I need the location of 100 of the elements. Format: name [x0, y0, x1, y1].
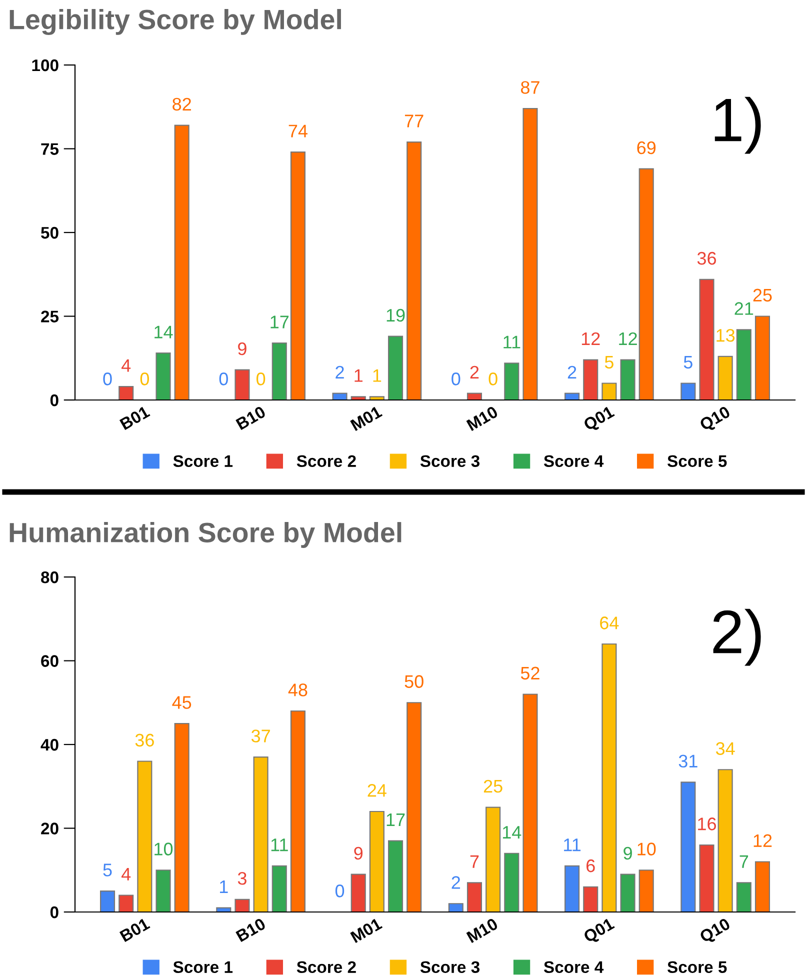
data-label: 82	[172, 98, 191, 111]
data-label: 0	[488, 372, 498, 386]
bar	[350, 874, 366, 912]
bar	[406, 141, 422, 400]
y-tick-label: 25	[41, 310, 59, 322]
x-tick-label: M10	[466, 406, 499, 432]
bar	[272, 342, 287, 400]
bar	[332, 392, 348, 400]
bar	[234, 898, 250, 912]
data-label: 9	[624, 846, 632, 860]
data-label: 1	[373, 369, 382, 382]
y-tick-label: 75	[41, 143, 59, 155]
data-label: 1	[220, 880, 228, 893]
data-label: 2	[470, 366, 479, 378]
legend-label: Score 4	[544, 455, 604, 468]
data-label: 2	[336, 366, 344, 378]
bar	[522, 694, 538, 912]
bar	[736, 882, 752, 912]
data-label: 36	[697, 252, 716, 265]
data-label: 9	[238, 342, 246, 356]
data-label: 9	[354, 846, 363, 860]
data-label: 34	[716, 742, 735, 755]
bar	[174, 124, 190, 400]
bar	[406, 702, 422, 912]
data-label: 24	[368, 784, 386, 797]
bar	[290, 710, 306, 912]
y-tick-label: 40	[40, 738, 58, 751]
legend-label: Score 3	[420, 961, 480, 974]
bar	[388, 840, 404, 912]
data-label: 7	[470, 855, 479, 868]
bar	[522, 108, 538, 400]
data-label: 4	[121, 359, 131, 372]
data-label: 6	[586, 859, 595, 872]
data-label: 0	[452, 372, 460, 386]
data-label: 50	[404, 675, 424, 688]
legend-label: Score 5	[667, 455, 727, 468]
data-label: 11	[504, 336, 520, 348]
bar	[583, 359, 598, 400]
bar	[388, 336, 404, 400]
data-label: 0	[140, 372, 149, 386]
bar	[234, 369, 250, 400]
data-label: 7	[740, 855, 748, 868]
data-label: 0	[219, 372, 228, 386]
data-label: 5	[684, 356, 692, 369]
bar	[680, 782, 696, 912]
bar	[620, 359, 636, 400]
bar	[564, 865, 580, 912]
y-tick-label: 50	[41, 226, 58, 239]
data-label: 21	[734, 302, 754, 315]
data-label: 37	[251, 730, 270, 742]
data-label: 48	[288, 684, 308, 696]
data-label: 10	[638, 842, 656, 856]
data-label: 5	[103, 864, 112, 876]
data-label: 14	[502, 826, 522, 839]
data-label: 11	[271, 838, 288, 852]
bar	[100, 890, 116, 912]
bar	[754, 861, 770, 912]
data-label: 25	[484, 780, 502, 793]
bar	[736, 329, 752, 400]
bar	[174, 723, 190, 912]
y-tick-label: 0	[50, 906, 58, 918]
y-tick-label: 0	[50, 394, 58, 406]
bar	[718, 356, 733, 400]
bar	[486, 806, 501, 912]
x-tick-label: B10	[236, 406, 266, 430]
bar	[620, 874, 636, 912]
x-tick-label: M10	[466, 918, 499, 944]
x-tick-label: Q01	[582, 405, 616, 434]
data-label: 11	[564, 838, 581, 852]
data-label: 13	[716, 328, 735, 342]
x-tick-label: B10	[236, 918, 266, 942]
bar	[369, 810, 384, 912]
data-label: 17	[270, 316, 289, 328]
bar	[638, 168, 654, 400]
data-label: 64	[600, 616, 619, 630]
data-label: 10	[154, 842, 173, 856]
bar	[369, 396, 384, 400]
annotation: 1)	[714, 96, 761, 154]
legend-label: Score 1	[173, 455, 233, 468]
x-tick-label: Q01	[582, 917, 616, 946]
data-label: 4	[121, 868, 131, 880]
data-label: 12	[619, 332, 637, 345]
bar	[253, 756, 268, 912]
y-tick-label: 100	[32, 59, 58, 72]
data-label: 5	[604, 356, 614, 369]
bar	[118, 386, 134, 400]
bar	[137, 760, 152, 912]
bar	[448, 903, 464, 912]
bar	[290, 152, 306, 400]
data-label: 0	[335, 884, 344, 898]
data-label: 1	[354, 369, 362, 382]
data-label: 19	[386, 308, 405, 322]
bar	[638, 870, 654, 912]
data-label: 16	[698, 818, 716, 830]
x-tick-label: Q10	[698, 406, 732, 434]
legend-label: Score 4	[544, 961, 604, 974]
bar	[564, 392, 580, 400]
data-label: 25	[753, 288, 772, 302]
bar	[583, 886, 598, 912]
y-tick-label: 60	[41, 655, 58, 667]
